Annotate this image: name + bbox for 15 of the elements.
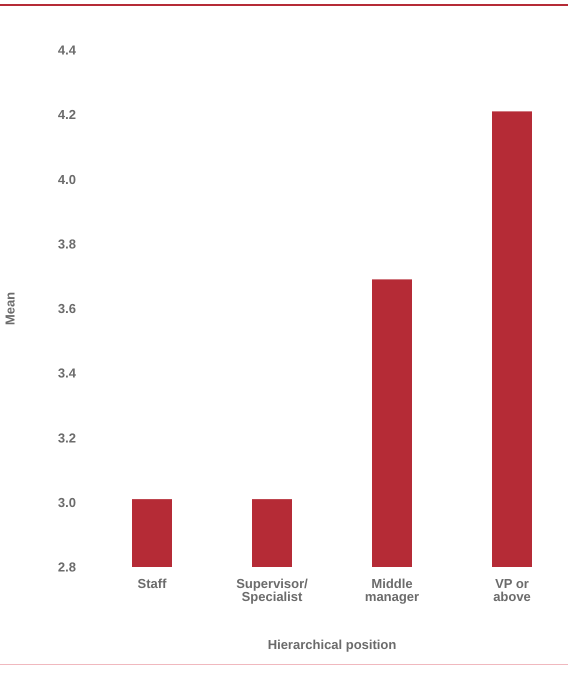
y-tick-label: 3.8 [58, 236, 76, 252]
y-tick-label: 3.4 [58, 366, 77, 381]
y-tick-label: 3.6 [58, 301, 76, 316]
y-tick-label: 4.0 [58, 172, 76, 187]
x-tick-label: Supervisor/ Specialist [236, 576, 308, 604]
y-tick-label: 4.4 [58, 42, 77, 58]
y-axis-title: Mean [2, 292, 18, 326]
y-tick-label: 4.2 [58, 107, 76, 122]
x-tick-label: Middle manager [364, 576, 420, 604]
y-tick-label: 3.0 [58, 494, 76, 510]
x-axis-title: Hierarchical position [268, 637, 396, 652]
x-tick-label: VP or above [493, 576, 531, 604]
y-tick-label: 2.8 [58, 560, 76, 575]
y-tick-label: 3.2 [58, 430, 76, 446]
x-tick-label: Staff [138, 576, 168, 592]
